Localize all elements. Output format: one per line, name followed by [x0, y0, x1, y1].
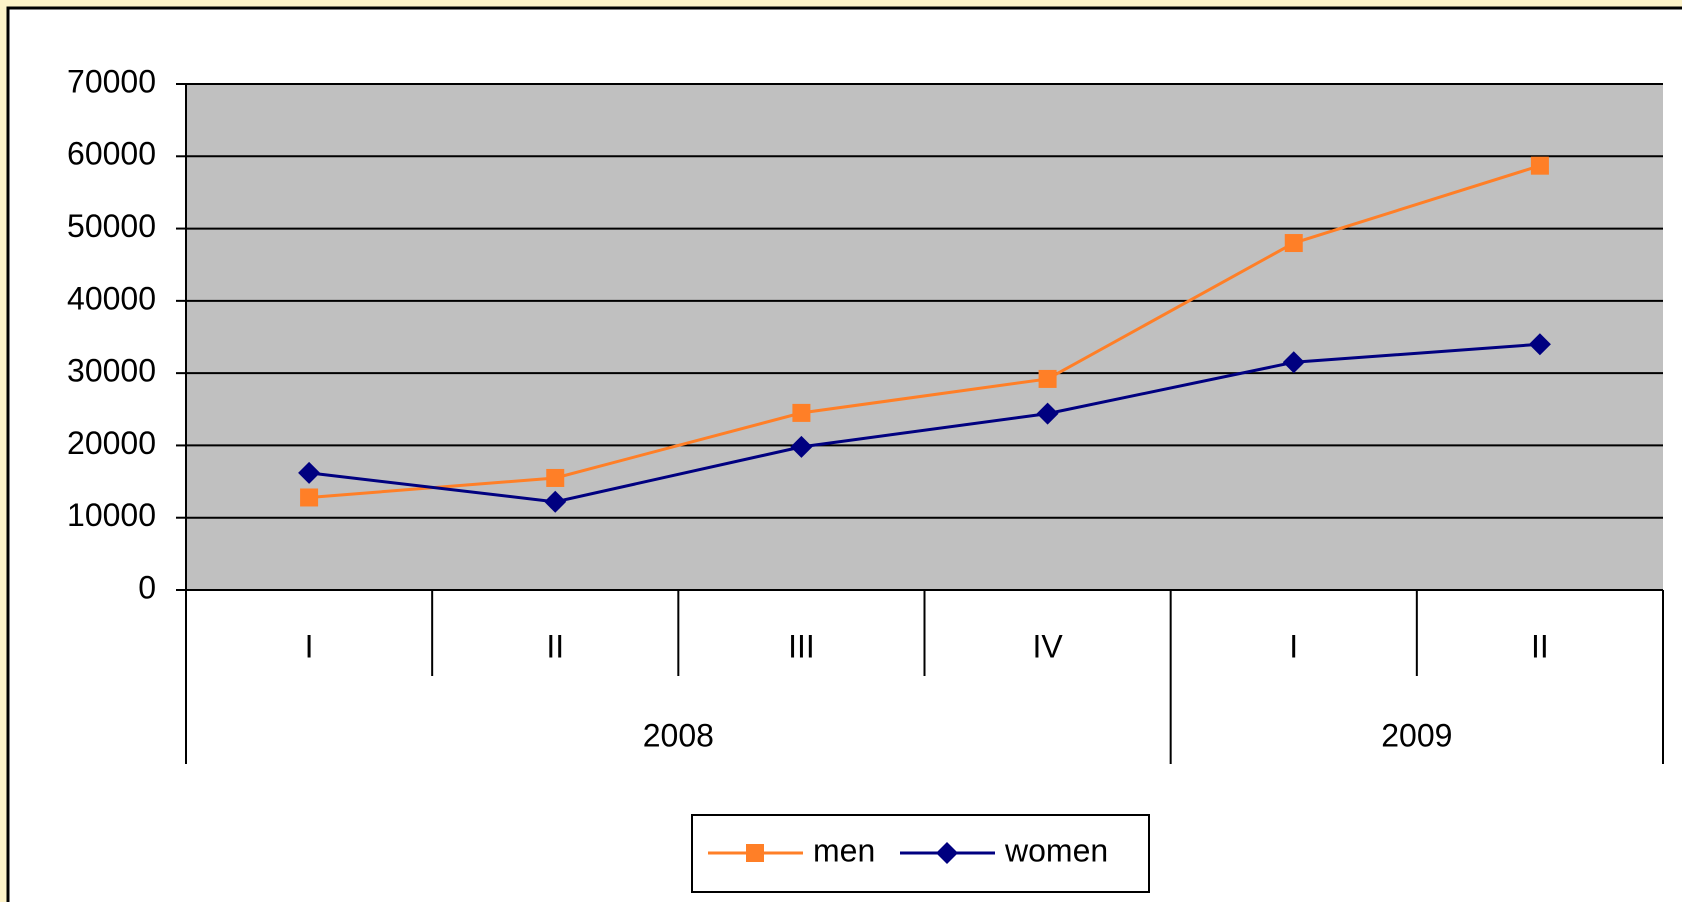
- y-tick-label: 40000: [67, 280, 156, 316]
- y-tick-label: 20000: [67, 425, 156, 461]
- series-line: [308, 342, 1541, 504]
- y-tick-label: 0: [138, 569, 156, 605]
- x-tick-label: IV: [1032, 628, 1063, 664]
- y-tick-label: 10000: [67, 497, 156, 533]
- point: [1530, 156, 1549, 175]
- x-tick-label: I: [305, 628, 314, 664]
- legend-marker: [746, 844, 764, 862]
- x-tick-label: II: [1531, 628, 1549, 664]
- y-tick-label: 60000: [67, 136, 156, 172]
- point: [300, 488, 319, 507]
- point: [1282, 351, 1305, 374]
- point: [1284, 234, 1303, 253]
- point: [544, 490, 567, 513]
- y-tick-label: 30000: [67, 353, 156, 389]
- x-tick-label: I: [1289, 628, 1298, 664]
- legend-marker: [936, 842, 958, 864]
- point: [1036, 402, 1059, 425]
- series-line: [308, 164, 1541, 499]
- legend-label: men: [813, 832, 875, 868]
- plot-area: [186, 84, 1663, 590]
- y-tick-label: 70000: [67, 63, 156, 99]
- group-label: 2009: [1381, 717, 1452, 753]
- point: [790, 435, 813, 458]
- point: [792, 403, 811, 422]
- x-tick-label: III: [788, 628, 815, 664]
- y-tick-label: 50000: [67, 208, 156, 244]
- point: [298, 461, 321, 484]
- group-label: 2008: [643, 717, 714, 753]
- point: [1038, 369, 1057, 388]
- point: [546, 468, 565, 487]
- legend-label: women: [1004, 832, 1108, 868]
- point: [1528, 333, 1551, 356]
- x-tick-label: II: [546, 628, 564, 664]
